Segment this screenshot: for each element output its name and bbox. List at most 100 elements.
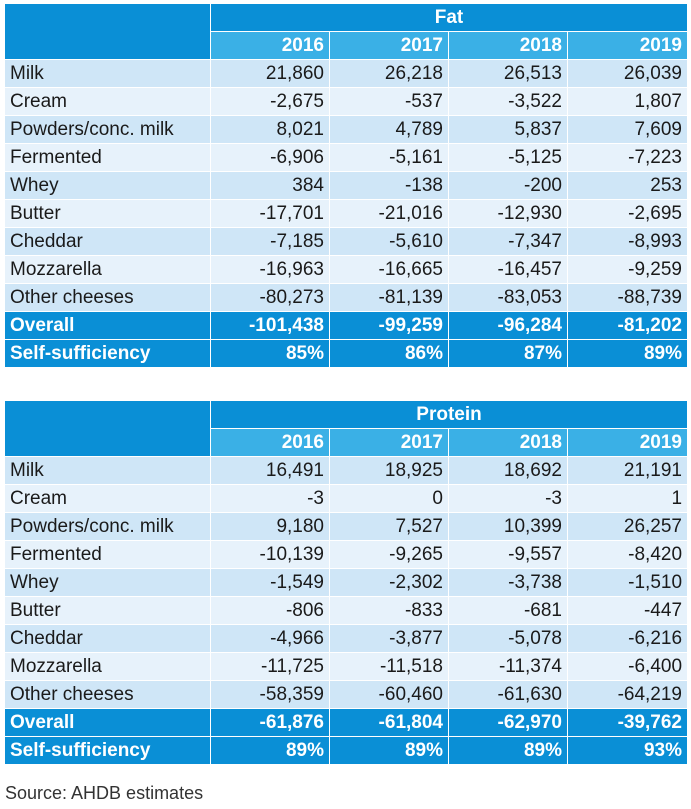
- total-value-cell: 85%: [210, 339, 330, 368]
- fat-year-row: 2016 2017 2018 2019: [5, 31, 688, 60]
- value-cell: 384: [210, 171, 330, 200]
- row-label: Other cheeses: [4, 283, 211, 312]
- value-cell: -61,630: [448, 680, 568, 709]
- value-cell: -21,016: [329, 199, 449, 228]
- total-value-cell: 89%: [210, 736, 330, 765]
- value-cell: 0: [329, 484, 449, 513]
- value-cell: 26,218: [329, 59, 449, 88]
- total-value-cell: 87%: [448, 339, 568, 368]
- value-cell: 21,191: [566, 456, 689, 485]
- year-header: 2018: [448, 31, 568, 60]
- value-cell: -81,139: [329, 283, 449, 312]
- value-cell: -8,420: [566, 540, 689, 569]
- row-label: Mozzarella: [4, 652, 211, 681]
- value-cell: -9,557: [448, 540, 568, 569]
- value-cell: -58,359: [210, 680, 330, 709]
- value-cell: -1,510: [566, 568, 689, 597]
- row-label: Cheddar: [4, 227, 211, 256]
- total-value-cell: 89%: [448, 736, 568, 765]
- value-cell: -8,993: [567, 227, 688, 256]
- value-cell: -16,963: [210, 255, 330, 284]
- table-row: Butter -17,701 -21,016 -12,930 -2,695: [4, 199, 688, 228]
- value-cell: 26,039: [567, 59, 688, 88]
- year-header: 2019: [566, 428, 689, 457]
- total-value-cell: -61,804: [329, 708, 449, 737]
- value-cell: -60,460: [329, 680, 449, 709]
- value-cell: -2,695: [567, 199, 688, 228]
- total-row: Overall -61,876 -61,804 -62,970 -39,762: [4, 708, 689, 737]
- total-value-cell: -39,762: [566, 708, 689, 737]
- total-value-cell: 89%: [329, 736, 449, 765]
- table-row: Powders/conc. milk 8,021 4,789 5,837 7,609: [4, 115, 688, 144]
- total-label: Overall: [4, 311, 211, 340]
- value-cell: -3: [448, 484, 568, 513]
- value-cell: -3,877: [329, 624, 449, 653]
- row-label: Milk: [4, 59, 211, 88]
- value-cell: 26,513: [448, 59, 568, 88]
- value-cell: -12,930: [448, 199, 568, 228]
- total-value-cell: -99,259: [329, 311, 449, 340]
- value-cell: -6,216: [566, 624, 689, 653]
- value-cell: 9,180: [210, 512, 330, 541]
- table-row: Cream -3 0 -3 1: [4, 484, 689, 513]
- table-row: Butter -806 -833 -681 -447: [4, 596, 689, 625]
- total-value-cell: -61,876: [210, 708, 330, 737]
- value-cell: 4,789: [329, 115, 449, 144]
- value-cell: -5,125: [448, 143, 568, 172]
- total-value-cell: 89%: [567, 339, 688, 368]
- table-row: Cheddar -4,966 -3,877 -5,078 -6,216: [4, 624, 689, 653]
- value-cell: -5,161: [329, 143, 449, 172]
- total-label: Overall: [4, 708, 211, 737]
- row-label: Fermented: [4, 540, 211, 569]
- value-cell: -6,400: [566, 652, 689, 681]
- value-cell: 10,399: [448, 512, 568, 541]
- value-cell: -5,078: [448, 624, 568, 653]
- row-label: Whey: [4, 171, 211, 200]
- value-cell: -16,457: [448, 255, 568, 284]
- value-cell: -833: [329, 596, 449, 625]
- value-cell: -681: [448, 596, 568, 625]
- value-cell: 26,257: [566, 512, 689, 541]
- row-label: Powders/conc. milk: [4, 115, 211, 144]
- year-header: 2016: [210, 31, 330, 60]
- protein-section-title: Protein: [209, 400, 689, 429]
- year-header: 2017: [329, 428, 449, 457]
- table-row: Whey 384 -138 -200 253: [4, 171, 688, 200]
- value-cell: -3: [210, 484, 330, 513]
- value-cell: 7,609: [567, 115, 688, 144]
- row-label: Butter: [4, 199, 211, 228]
- table-row: Whey -1,549 -2,302 -3,738 -1,510: [4, 568, 689, 597]
- total-row: Self-sufficiency 85% 86% 87% 89%: [4, 339, 688, 368]
- value-cell: -83,053: [448, 283, 568, 312]
- table-row: Cream -2,675 -537 -3,522 1,807: [4, 87, 688, 116]
- row-label: Fermented: [4, 143, 211, 172]
- table-row: Fermented -6,906 -5,161 -5,125 -7,223: [4, 143, 688, 172]
- value-cell: 253: [567, 171, 688, 200]
- table-row: Fermented -10,139 -9,265 -9,557 -8,420: [4, 540, 689, 569]
- total-value-cell: 93%: [566, 736, 689, 765]
- fat-corner-cell: [4, 3, 211, 60]
- value-cell: -7,347: [448, 227, 568, 256]
- table-row: Mozzarella -11,725 -11,518 -11,374 -6,400: [4, 652, 689, 681]
- value-cell: -200: [448, 171, 568, 200]
- value-cell: -1,549: [210, 568, 330, 597]
- value-cell: -80,273: [210, 283, 330, 312]
- total-value-cell: -81,202: [567, 311, 688, 340]
- year-header: 2016: [210, 428, 330, 457]
- row-label: Milk: [4, 456, 211, 485]
- value-cell: 16,491: [210, 456, 330, 485]
- value-cell: -3,738: [448, 568, 568, 597]
- value-cell: -9,265: [329, 540, 449, 569]
- value-cell: -447: [566, 596, 689, 625]
- value-cell: -7,185: [210, 227, 330, 256]
- table-row: Cheddar -7,185 -5,610 -7,347 -8,993: [4, 227, 688, 256]
- row-label: Powders/conc. milk: [4, 512, 211, 541]
- value-cell: -11,518: [329, 652, 449, 681]
- fat-title-row: Fat: [4, 3, 688, 60]
- value-cell: -138: [329, 171, 449, 200]
- total-value-cell: -101,438: [210, 311, 330, 340]
- value-cell: -64,219: [566, 680, 689, 709]
- protein-title-row: Protein: [4, 400, 689, 457]
- value-cell: -4,966: [210, 624, 330, 653]
- value-cell: -9,259: [567, 255, 688, 284]
